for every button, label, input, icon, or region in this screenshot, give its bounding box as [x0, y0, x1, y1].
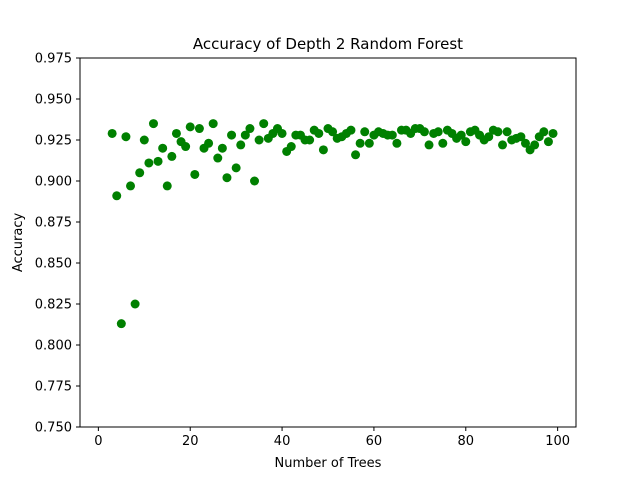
- data-point: [254, 135, 264, 145]
- x-tick-label: 20: [182, 434, 199, 449]
- data-point: [364, 138, 374, 148]
- data-point: [516, 132, 526, 142]
- x-tick-label: 100: [545, 434, 570, 449]
- data-point: [208, 119, 218, 129]
- data-point: [162, 181, 172, 191]
- data-point: [107, 128, 117, 138]
- data-point: [277, 128, 287, 138]
- data-point: [148, 119, 158, 129]
- data-point: [286, 142, 296, 152]
- data-point: [236, 140, 246, 150]
- data-point: [259, 119, 269, 129]
- data-point: [194, 124, 204, 134]
- x-tick-label: 60: [366, 434, 383, 449]
- data-point: [456, 130, 466, 140]
- data-point: [227, 130, 237, 140]
- x-tick-label: 80: [458, 434, 475, 449]
- data-point: [130, 299, 140, 309]
- chart-title: Accuracy of Depth 2 Random Forest: [193, 35, 463, 53]
- data-point: [498, 140, 508, 150]
- plot-area-frame: [79, 57, 577, 428]
- y-tick-label: 0.950: [35, 93, 72, 108]
- data-point: [213, 153, 223, 163]
- data-point: [520, 138, 530, 148]
- y-tick-label: 0.775: [35, 380, 72, 395]
- y-tick-label: 0.975: [35, 52, 72, 67]
- y-tick-label: 0.925: [35, 134, 72, 149]
- data-point: [185, 122, 195, 132]
- data-point: [116, 319, 126, 329]
- x-axis-ticks: 0 20 40 60 80 100: [94, 427, 570, 449]
- data-point: [387, 130, 397, 140]
- data-points: [107, 119, 558, 329]
- data-point: [245, 124, 255, 134]
- y-tick-label: 0.850: [35, 257, 72, 272]
- data-point: [419, 127, 429, 137]
- data-point: [231, 163, 241, 173]
- data-point: [314, 128, 324, 138]
- data-point: [493, 127, 503, 137]
- data-point: [204, 138, 214, 148]
- data-point: [351, 150, 361, 160]
- data-point: [548, 128, 558, 138]
- data-point: [360, 127, 370, 137]
- data-point: [153, 156, 163, 166]
- y-tick-label: 0.875: [35, 216, 72, 231]
- data-point: [190, 169, 200, 179]
- x-tick-label: 0: [94, 434, 102, 449]
- data-point: [250, 176, 260, 186]
- data-point: [530, 140, 540, 150]
- data-point: [135, 168, 145, 178]
- data-point: [112, 191, 122, 201]
- data-point: [240, 130, 250, 140]
- data-point: [433, 127, 443, 137]
- data-point: [424, 140, 434, 150]
- data-point: [543, 137, 553, 147]
- data-point: [438, 138, 448, 148]
- data-point: [217, 143, 227, 153]
- data-point: [461, 137, 471, 147]
- data-point: [318, 145, 328, 155]
- y-tick-label: 0.750: [35, 421, 72, 436]
- data-point: [355, 138, 365, 148]
- x-axis-label: Number of Trees: [275, 456, 382, 471]
- data-point: [305, 135, 315, 145]
- data-point: [222, 173, 232, 183]
- data-point: [158, 143, 168, 153]
- data-point: [144, 158, 154, 168]
- data-point: [181, 142, 191, 152]
- y-axis-label: Accuracy: [11, 213, 26, 273]
- y-tick-label: 0.900: [35, 175, 72, 190]
- data-point: [139, 135, 149, 145]
- data-point: [346, 125, 356, 135]
- y-tick-label: 0.800: [35, 339, 72, 354]
- x-tick-label: 40: [274, 434, 291, 449]
- data-point: [167, 151, 177, 161]
- y-tick-label: 0.825: [35, 298, 72, 313]
- data-point: [126, 181, 136, 191]
- y-axis-ticks: 0.750 0.775 0.800 0.825 0.850 0.875 0.900 0.925…: [35, 52, 80, 436]
- data-point: [484, 132, 494, 142]
- data-point: [121, 132, 131, 142]
- data-point: [502, 127, 512, 137]
- data-point: [171, 128, 181, 138]
- data-point: [539, 127, 549, 137]
- data-point: [392, 138, 402, 148]
- data-point: [328, 127, 338, 137]
